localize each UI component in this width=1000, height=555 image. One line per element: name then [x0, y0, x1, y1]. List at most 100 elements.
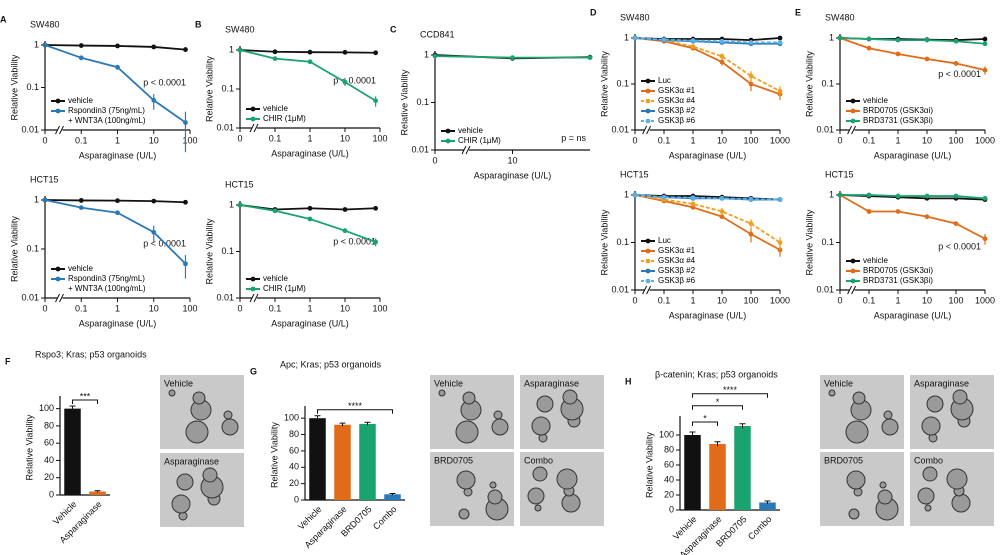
data-point [924, 193, 930, 199]
y-tick-label: 1 [624, 189, 629, 199]
image-label: BRD0705 [824, 455, 863, 465]
organoid [952, 389, 968, 405]
series-line [634, 194, 781, 201]
axis-break [847, 125, 853, 135]
x-tick-label: 1000 [975, 295, 995, 305]
data-point [924, 56, 930, 62]
legend-swatch [641, 258, 655, 264]
significance-bracket [692, 393, 768, 398]
legend-entry: vehicle [246, 104, 306, 114]
organoid [877, 489, 893, 505]
legend-dot [850, 268, 856, 274]
data-point [777, 88, 783, 94]
legend-entry: Luc [641, 76, 695, 86]
data-point [373, 50, 379, 56]
data-point [342, 49, 348, 55]
bar [309, 418, 326, 500]
x-tick-label: 100 [743, 135, 758, 145]
x-axis-label: Asparaginase (U/L) [271, 148, 349, 158]
legend-label: GSK3β #6 [658, 116, 696, 125]
image-label-bg [162, 377, 242, 389]
image-label: BRD0705 [434, 455, 473, 465]
organoid [922, 466, 938, 482]
data-point [510, 55, 515, 61]
axis-break [465, 145, 471, 155]
x-tick-label: 1000 [770, 295, 790, 305]
axis-break [55, 293, 60, 303]
data-point [151, 198, 157, 204]
x-tick-label: 100 [372, 133, 387, 143]
data-point [953, 61, 959, 66]
legend-dot [645, 118, 651, 124]
y-axis-label: Relative Viability [269, 422, 279, 488]
legend-swatch [441, 138, 455, 144]
legend-entry: GSK3β #6 [641, 276, 695, 286]
x-axis-label: Asparaginase (U/L) [79, 150, 157, 160]
data-point [690, 201, 696, 207]
bar [734, 426, 751, 510]
legend: vehicle BRD0705 (GSK3αi) BRD3731 (GSK3βi) [846, 96, 933, 126]
organoid [562, 389, 578, 405]
x-tick-label: 0.1 [269, 133, 282, 143]
legend-dot [445, 128, 451, 134]
data-point [342, 79, 348, 85]
legend-swatch [641, 248, 655, 254]
legend-label: vehicle [263, 104, 288, 113]
y-tick-label: 60 [664, 459, 674, 469]
x-tick-label: 10 [717, 295, 727, 305]
y-tick-label: 40 [289, 462, 299, 472]
x-tick-label: 0 [432, 155, 437, 165]
legend-swatch [641, 268, 655, 274]
significance-bracket [317, 409, 393, 414]
organoid [223, 410, 233, 420]
x-tick-label: 1000 [770, 135, 790, 145]
chart-title: β-catenin; Kras; p53 organoids [655, 369, 778, 379]
legend-swatch [641, 118, 655, 124]
data-point [690, 204, 696, 210]
axis-break [55, 125, 60, 135]
chart-title: SW480 [825, 12, 855, 22]
y-tick-label: 1 [229, 44, 234, 54]
x-tick-label: 1 [690, 135, 695, 145]
organoid [561, 493, 581, 513]
legend-swatch [846, 98, 860, 104]
bar [334, 424, 351, 500]
axis-break [253, 293, 259, 303]
legend-swatch [441, 128, 455, 134]
y-tick-label: 0 [294, 494, 299, 504]
legend-dot [645, 248, 651, 254]
panel-letter: G [250, 366, 257, 376]
legend: vehicle CHIR (1μM) [441, 126, 501, 146]
x-tick-label: 0.1 [658, 295, 671, 305]
image-label-bg [912, 454, 992, 466]
chart-title: SW480 [30, 19, 60, 29]
legend-dot [250, 276, 256, 282]
data-point [837, 35, 843, 41]
legend-dot [645, 258, 651, 264]
chart-title: HCT15 [825, 169, 854, 179]
legend-swatch [246, 116, 260, 122]
legend-label: CHIR (1μM) [458, 136, 501, 145]
legend-label: Rspondin3 (75ng/mL) + WNT3A (100ng/mL) [68, 106, 146, 125]
legend-entry: CHIR (1μM) [246, 114, 306, 124]
x-tick-label: 0.1 [75, 135, 88, 145]
data-point [342, 207, 348, 212]
x-tick-label: 0 [632, 295, 637, 305]
series-line [839, 37, 986, 72]
axis-break [249, 293, 255, 303]
chart-title: CCD841 [420, 29, 455, 39]
organoid [556, 468, 578, 490]
y-tick-label: 0.01 [216, 122, 234, 132]
image-label-bg [162, 455, 242, 467]
data-point [183, 47, 188, 52]
y-tick-label: 1 [34, 194, 39, 204]
legend-dot [850, 108, 856, 114]
series-line [839, 194, 986, 240]
legend-swatch [51, 276, 65, 282]
organoid [828, 389, 836, 397]
organoid [846, 470, 866, 490]
axis-break [642, 285, 648, 295]
data-point [632, 192, 638, 198]
legend-label: vehicle [863, 256, 888, 265]
x-tick-label: 1 [690, 295, 695, 305]
